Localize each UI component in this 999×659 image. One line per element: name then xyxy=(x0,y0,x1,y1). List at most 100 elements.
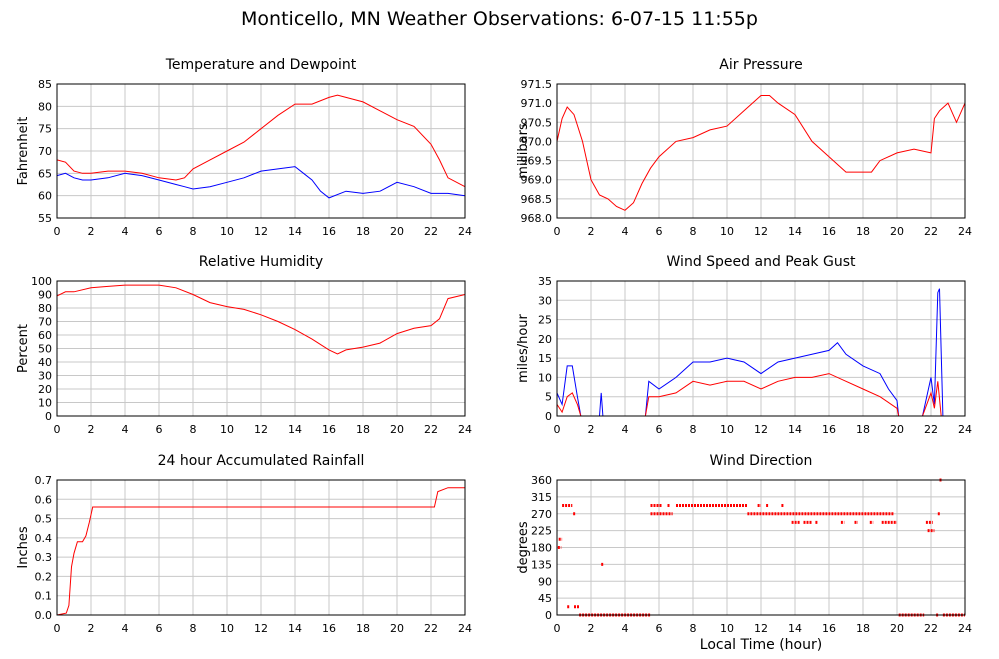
wind-x-tick-label: 20 xyxy=(890,423,904,436)
wind-y-tick-label: 35 xyxy=(538,275,552,288)
winddir-x-tick-label: 4 xyxy=(622,622,629,635)
winddir-plot-frame xyxy=(556,479,966,616)
rain-y-tick-label: 0.0 xyxy=(35,609,53,622)
wind-x-tick-label: 2 xyxy=(588,423,595,436)
pressure-x-tick-label: 20 xyxy=(890,225,904,238)
wind-x-tick-label: 16 xyxy=(822,423,836,436)
temp-x-tick-label: 12 xyxy=(254,225,268,238)
pressure-chart-title: Air Pressure xyxy=(719,57,802,73)
wind-y-axis-label: miles/hour xyxy=(516,313,531,382)
temp-x-tick-label: 4 xyxy=(122,225,129,238)
winddir-x-tick-label: 22 xyxy=(924,622,938,635)
humidity-y-tick-label: 20 xyxy=(38,383,52,396)
temp-series-0-line xyxy=(56,94,466,188)
rain-x-tick-label: 22 xyxy=(424,622,438,635)
rain-plot-frame xyxy=(56,479,466,616)
humidity-x-tick-label: 24 xyxy=(458,423,472,436)
temp-x-tick-label: 16 xyxy=(322,225,336,238)
rain-x-tick-label: 16 xyxy=(322,622,336,635)
temp-y-tick-label: 70 xyxy=(38,145,52,158)
pressure-x-tick-label: 6 xyxy=(656,225,663,238)
humidity-x-tick-label: 14 xyxy=(288,423,302,436)
humidity-x-tick-label: 8 xyxy=(190,423,197,436)
humidity-y-axis-label: Percent xyxy=(16,324,31,373)
humidity-y-tick-label: 30 xyxy=(38,370,52,383)
temp-y-axis-label: Fahrenheit xyxy=(16,117,31,186)
temp-y-tick-label: 75 xyxy=(38,123,52,136)
humidity-x-tick-label: 22 xyxy=(424,423,438,436)
wind-x-tick-label: 10 xyxy=(720,423,734,436)
pressure-x-tick-label: 8 xyxy=(690,225,697,238)
wind-y-tick-label: 5 xyxy=(545,391,552,404)
temp-x-tick-label: 20 xyxy=(390,225,404,238)
pressure-x-tick-label: 24 xyxy=(958,225,972,238)
temp-plot-frame xyxy=(56,83,466,219)
winddir-x-axis-label: Local Time (hour) xyxy=(700,637,822,653)
winddir-x-tick-label: 10 xyxy=(720,622,734,635)
pressure-x-tick-label: 16 xyxy=(822,225,836,238)
winddir-x-tick-label: 24 xyxy=(958,622,972,635)
wind-x-tick-label: 12 xyxy=(754,423,768,436)
humidity-y-tick-label: 100 xyxy=(31,275,52,288)
pressure-x-tick-label: 12 xyxy=(754,225,768,238)
temp-x-tick-label: 10 xyxy=(220,225,234,238)
wind-x-tick-label: 0 xyxy=(554,423,561,436)
winddir-x-tick-label: 16 xyxy=(822,622,836,635)
winddir-x-tick-label: 8 xyxy=(690,622,697,635)
humidity-x-tick-label: 10 xyxy=(220,423,234,436)
temp-x-tick-label: 6 xyxy=(156,225,163,238)
temp-y-tick-label: 55 xyxy=(38,212,52,225)
pressure-y-tick-label: 970.5 xyxy=(521,116,553,129)
winddir-chart-title: Wind Direction xyxy=(710,453,813,469)
temp-x-tick-label: 2 xyxy=(88,225,95,238)
wind-x-tick-label: 22 xyxy=(924,423,938,436)
humidity-chart-title: Relative Humidity xyxy=(199,254,323,270)
pressure-x-tick-label: 14 xyxy=(788,225,802,238)
wind-y-tick-label: 20 xyxy=(538,333,552,346)
humidity-x-tick-label: 16 xyxy=(322,423,336,436)
winddir-x-tick-label: 12 xyxy=(754,622,768,635)
rain-y-tick-label: 0.3 xyxy=(35,551,53,564)
temp-series-1-line xyxy=(56,166,466,199)
rain-x-tick-label: 8 xyxy=(190,622,197,635)
winddir-y-tick-label: 360 xyxy=(531,474,552,487)
rain-y-tick-label: 0.1 xyxy=(35,590,53,603)
rain-y-tick-label: 0.7 xyxy=(35,474,53,487)
page-title: Monticello, MN Weather Observations: 6-0… xyxy=(241,8,758,30)
winddir-y-tick-label: 315 xyxy=(531,491,552,504)
rain-y-tick-label: 0.6 xyxy=(35,493,53,506)
wind-x-tick-label: 6 xyxy=(656,423,663,436)
wind-chart-title: Wind Speed and Peak Gust xyxy=(667,254,856,270)
humidity-x-tick-label: 20 xyxy=(390,423,404,436)
rain-y-tick-label: 0.5 xyxy=(35,513,53,526)
wind-plot-frame xyxy=(556,280,966,417)
rain-x-tick-label: 20 xyxy=(390,622,404,635)
rain-x-tick-label: 12 xyxy=(254,622,268,635)
wind-y-tick-label: 15 xyxy=(538,352,552,365)
temp-x-tick-label: 14 xyxy=(288,225,302,238)
humidity-y-tick-label: 50 xyxy=(38,343,52,356)
pressure-y-axis-label: millibars xyxy=(516,123,531,179)
wind-x-tick-label: 8 xyxy=(690,423,697,436)
rain-x-tick-label: 24 xyxy=(458,622,472,635)
wind-y-tick-label: 10 xyxy=(538,371,552,384)
humidity-x-tick-label: 12 xyxy=(254,423,268,436)
humidity-y-tick-label: 80 xyxy=(38,302,52,315)
winddir-y-tick-label: 180 xyxy=(531,542,552,555)
pressure-y-tick-label: 971.5 xyxy=(521,78,553,91)
rain-series-0-line xyxy=(56,487,465,616)
humidity-y-tick-label: 70 xyxy=(38,316,52,329)
rain-y-tick-label: 0.2 xyxy=(35,570,53,583)
rain-x-tick-label: 14 xyxy=(288,622,302,635)
pressure-x-tick-label: 18 xyxy=(856,225,870,238)
pressure-x-tick-label: 2 xyxy=(588,225,595,238)
rain-x-tick-label: 10 xyxy=(220,622,234,635)
temp-x-tick-label: 22 xyxy=(424,225,438,238)
pressure-x-tick-label: 22 xyxy=(924,225,938,238)
pressure-x-tick-label: 4 xyxy=(622,225,629,238)
temp-chart-title: Temperature and Dewpoint xyxy=(165,57,357,73)
temp-x-tick-label: 18 xyxy=(356,225,370,238)
winddir-x-tick-label: 20 xyxy=(890,622,904,635)
winddir-x-tick-label: 2 xyxy=(588,622,595,635)
pressure-y-tick-label: 971.0 xyxy=(521,97,553,110)
